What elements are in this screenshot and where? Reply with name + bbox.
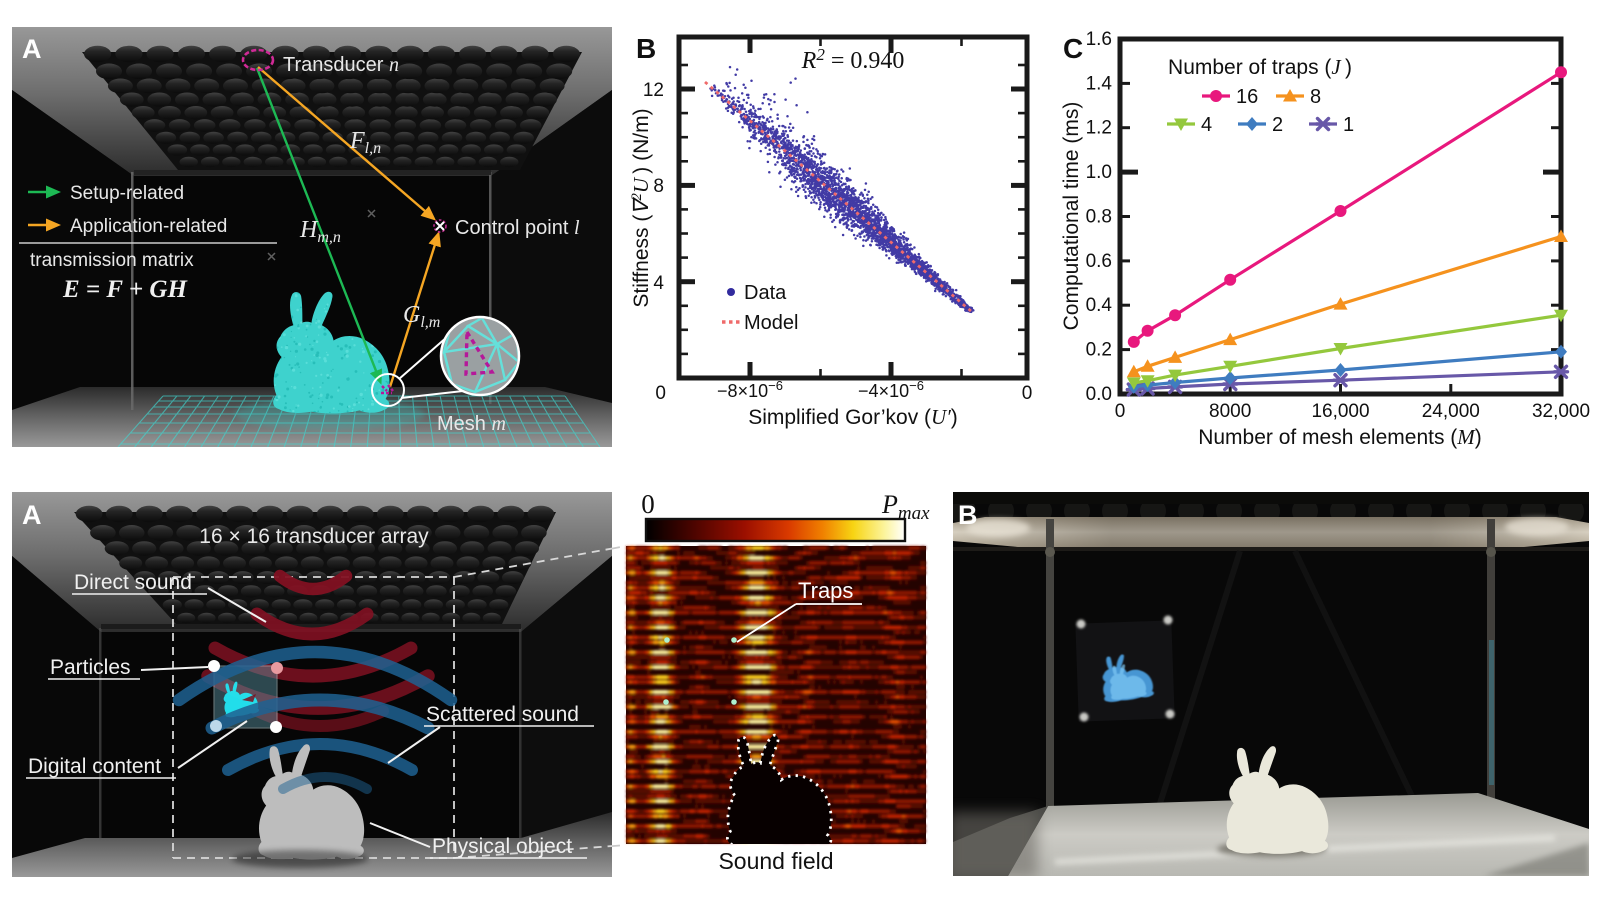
svg-text:Particles: Particles [50,656,131,679]
svg-text:Transducer n: Transducer n [283,54,399,76]
svg-text:0.2: 0.2 [1086,340,1112,361]
svg-text:0.6: 0.6 [1086,251,1112,272]
svg-text:1.0: 1.0 [1086,162,1112,183]
svg-text:C: C [1063,33,1083,64]
svg-text:Simplified Gor’kov (U′): Simplified Gor’kov (U′) [748,405,958,429]
svg-text:1.4: 1.4 [1086,73,1113,94]
svg-text:Data: Data [744,282,787,304]
svg-text:12: 12 [643,80,664,101]
svg-text:Physical object: Physical object [432,835,572,858]
svg-text:0.8: 0.8 [1086,207,1112,228]
svg-text:4: 4 [1201,114,1212,136]
svg-text:8000: 8000 [1209,401,1251,422]
svg-text:8: 8 [1310,86,1321,108]
svg-text:0.0: 0.0 [1086,384,1112,405]
svg-text:Digital content: Digital content [28,755,161,778]
svg-text:−8×10−6: −8×10−6 [717,378,783,401]
svg-text:−4×10−6: −4×10−6 [858,378,924,401]
svg-text:Computational time (ms): Computational time (ms) [1060,102,1083,331]
svg-text:Setup-related: Setup-related [70,183,184,204]
svg-text:24,000: 24,000 [1422,401,1480,422]
svg-text:Number of traps (J ): Number of traps (J ) [1168,55,1352,79]
svg-text:1.6: 1.6 [1086,29,1112,50]
svg-text:0: 0 [1022,383,1033,404]
svg-text:2: 2 [1272,114,1283,136]
svg-text:0: 0 [655,383,666,404]
svg-text:A: A [22,500,42,530]
svg-text:Direct sound: Direct sound [74,571,192,594]
svg-text:1: 1 [1343,114,1354,136]
svg-text:Scattered sound: Scattered sound [426,703,579,726]
svg-text:Number of mesh elements (M): Number of mesh elements (M) [1198,425,1482,449]
svg-text:B: B [636,33,656,64]
svg-text:Model: Model [744,312,798,334]
svg-text:0.4: 0.4 [1086,295,1113,316]
svg-text:Application-related: Application-related [70,216,227,237]
svg-text:E = F + GH: E = F + GH [62,276,188,303]
svg-text:Fl,n: Fl,n [349,128,381,157]
svg-text:16 × 16 transducer array: 16 × 16 transducer array [199,525,429,548]
svg-text:32,000: 32,000 [1532,401,1590,422]
svg-text:Control point l: Control point l [455,217,580,239]
svg-text:0: 0 [641,489,655,519]
svg-text:8: 8 [653,176,664,197]
svg-text:16,000: 16,000 [1311,401,1369,422]
svg-text:transmission matrix: transmission matrix [30,250,194,271]
svg-text:4: 4 [653,273,664,294]
svg-text:Mesh m: Mesh m [437,413,506,435]
svg-text:Stiffness (∇2U ) (N/m): Stiffness (∇2U ) (N/m) [629,108,653,307]
svg-text:A: A [22,34,42,64]
svg-text:16: 16 [1236,86,1258,108]
svg-text:1.2: 1.2 [1086,118,1112,139]
svg-text:0: 0 [1115,401,1126,422]
svg-text:R2 = 0.940: R2 = 0.940 [801,45,905,74]
